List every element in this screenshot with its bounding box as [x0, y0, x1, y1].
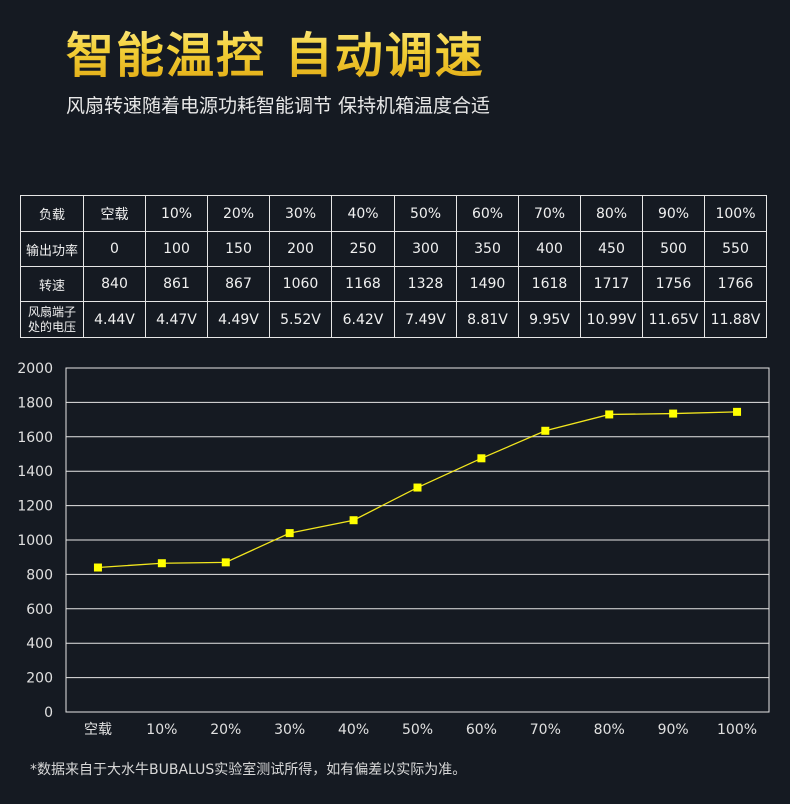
y-tick-label: 1600	[17, 430, 53, 446]
table-column-header: 80%	[580, 195, 643, 232]
table-column-header: 空载	[83, 195, 146, 232]
table-cell: 10.99V	[580, 301, 643, 338]
table-column-header: 90%	[642, 195, 705, 232]
page-title: 智能温控 自动调速	[66, 16, 485, 86]
x-tick-label: 10%	[146, 722, 177, 738]
table-column-header: 10%	[145, 195, 208, 232]
x-tick-label: 50%	[402, 722, 433, 738]
table-cell: 1490	[456, 266, 519, 302]
x-tick-label: 70%	[530, 722, 561, 738]
table-cell: 1060	[269, 266, 332, 302]
table-cell: 4.44V	[83, 301, 146, 338]
footnote: *数据来自于大水牛BUBALUS实验室测试所得，如有偏差以实际为准。	[30, 762, 467, 778]
y-tick-label: 1400	[17, 464, 53, 480]
y-tick-label: 1000	[17, 533, 53, 549]
table-cell: 840	[83, 266, 146, 302]
table-column-header: 60%	[456, 195, 519, 232]
table-cell: 1766	[704, 266, 767, 302]
table-cell: 1168	[331, 266, 395, 302]
y-tick-label: 1200	[17, 499, 53, 515]
table-row-label: 输出功率	[20, 231, 84, 267]
x-tick-label: 空载	[84, 722, 112, 738]
x-tick-label: 80%	[594, 722, 625, 738]
table-row: 输出功率 0 100 150 200 250 300 350 400 450 500 550	[20, 231, 767, 267]
table-cell: 1756	[642, 266, 705, 302]
table-row-label: 转速	[20, 266, 84, 302]
data-point	[413, 483, 422, 492]
table-cell: 150	[207, 231, 270, 267]
table-cell: 450	[580, 231, 643, 267]
data-point	[477, 454, 486, 463]
table-cell: 1328	[394, 266, 457, 302]
y-tick-label: 1800	[17, 395, 53, 411]
spec-table: 负载 空载 10% 20% 30% 40% 50% 60% 70% 80% 90% 100% 输出功率 0…	[20, 195, 767, 338]
x-tick-label: 20%	[210, 722, 241, 738]
y-tick-label: 800	[26, 567, 53, 583]
table-cell: 0	[83, 231, 146, 267]
page-subtitle: 风扇转速随着电源功耗智能调节 保持机箱温度合适	[66, 95, 491, 117]
data-point	[221, 558, 230, 567]
data-point	[605, 410, 614, 419]
table-cell: 400	[518, 231, 581, 267]
table-column-header: 70%	[518, 195, 581, 232]
table-cell: 250	[331, 231, 395, 267]
fan-speed-chart: 0 200 400 600 800 1000 1200 1400 1600 1800 2000 空载 1…	[17, 361, 770, 738]
table-column-header: 40%	[331, 195, 395, 232]
table-cell: 5.52V	[269, 301, 332, 338]
table-row-label: 风扇端子 处的电压	[20, 301, 84, 338]
table-header-row: 负载 空载 10% 20% 30% 40% 50% 60% 70% 80% 90% 100%	[20, 195, 767, 232]
table-cell: 4.47V	[145, 301, 208, 338]
y-tick-label: 0	[44, 705, 53, 721]
table-cell: 100	[145, 231, 208, 267]
table-cell: 8.81V	[456, 301, 519, 338]
x-tick-label: 90%	[658, 722, 689, 738]
data-point	[349, 516, 358, 525]
table-cell: 1717	[580, 266, 643, 302]
table-row: 风扇端子 处的电压 4.44V 4.47V 4.49V 5.52V 6.42V 7.49V 8…	[20, 301, 767, 338]
y-tick-label: 600	[26, 602, 53, 618]
table-column-header: 20%	[207, 195, 270, 232]
table-cell: 867	[207, 266, 270, 302]
data-point	[285, 529, 294, 538]
table-cell: 11.65V	[642, 301, 705, 338]
y-tick-label: 400	[26, 636, 53, 652]
x-tick-label: 40%	[338, 722, 369, 738]
table-header-label: 负载	[20, 195, 84, 232]
data-point	[669, 409, 678, 418]
data-point	[157, 559, 166, 568]
table-row: 转速 840 861 867 1060 1168 1328 1490 1618 1717 1756 1…	[20, 266, 767, 302]
table-cell: 1618	[518, 266, 581, 302]
data-point	[93, 563, 102, 572]
table-cell: 350	[456, 231, 519, 267]
y-tick-label: 200	[26, 671, 53, 687]
table-column-header: 30%	[269, 195, 332, 232]
table-column-header: 50%	[394, 195, 457, 232]
table-cell: 11.88V	[704, 301, 767, 338]
y-tick-label: 2000	[17, 361, 53, 377]
x-tick-label: 60%	[466, 722, 497, 738]
data-point	[733, 407, 742, 416]
table-column-header: 100%	[704, 195, 767, 232]
table-cell: 200	[269, 231, 332, 267]
table-cell: 550	[704, 231, 767, 267]
table-cell: 9.95V	[518, 301, 581, 338]
table-cell: 861	[145, 266, 208, 302]
x-tick-label: 100%	[717, 722, 757, 738]
x-tick-label: 30%	[274, 722, 305, 738]
table-cell: 4.49V	[207, 301, 270, 338]
table-cell: 7.49V	[394, 301, 457, 338]
table-cell: 6.42V	[331, 301, 395, 338]
table-cell: 500	[642, 231, 705, 267]
data-point	[541, 426, 550, 435]
table-cell: 300	[394, 231, 457, 267]
